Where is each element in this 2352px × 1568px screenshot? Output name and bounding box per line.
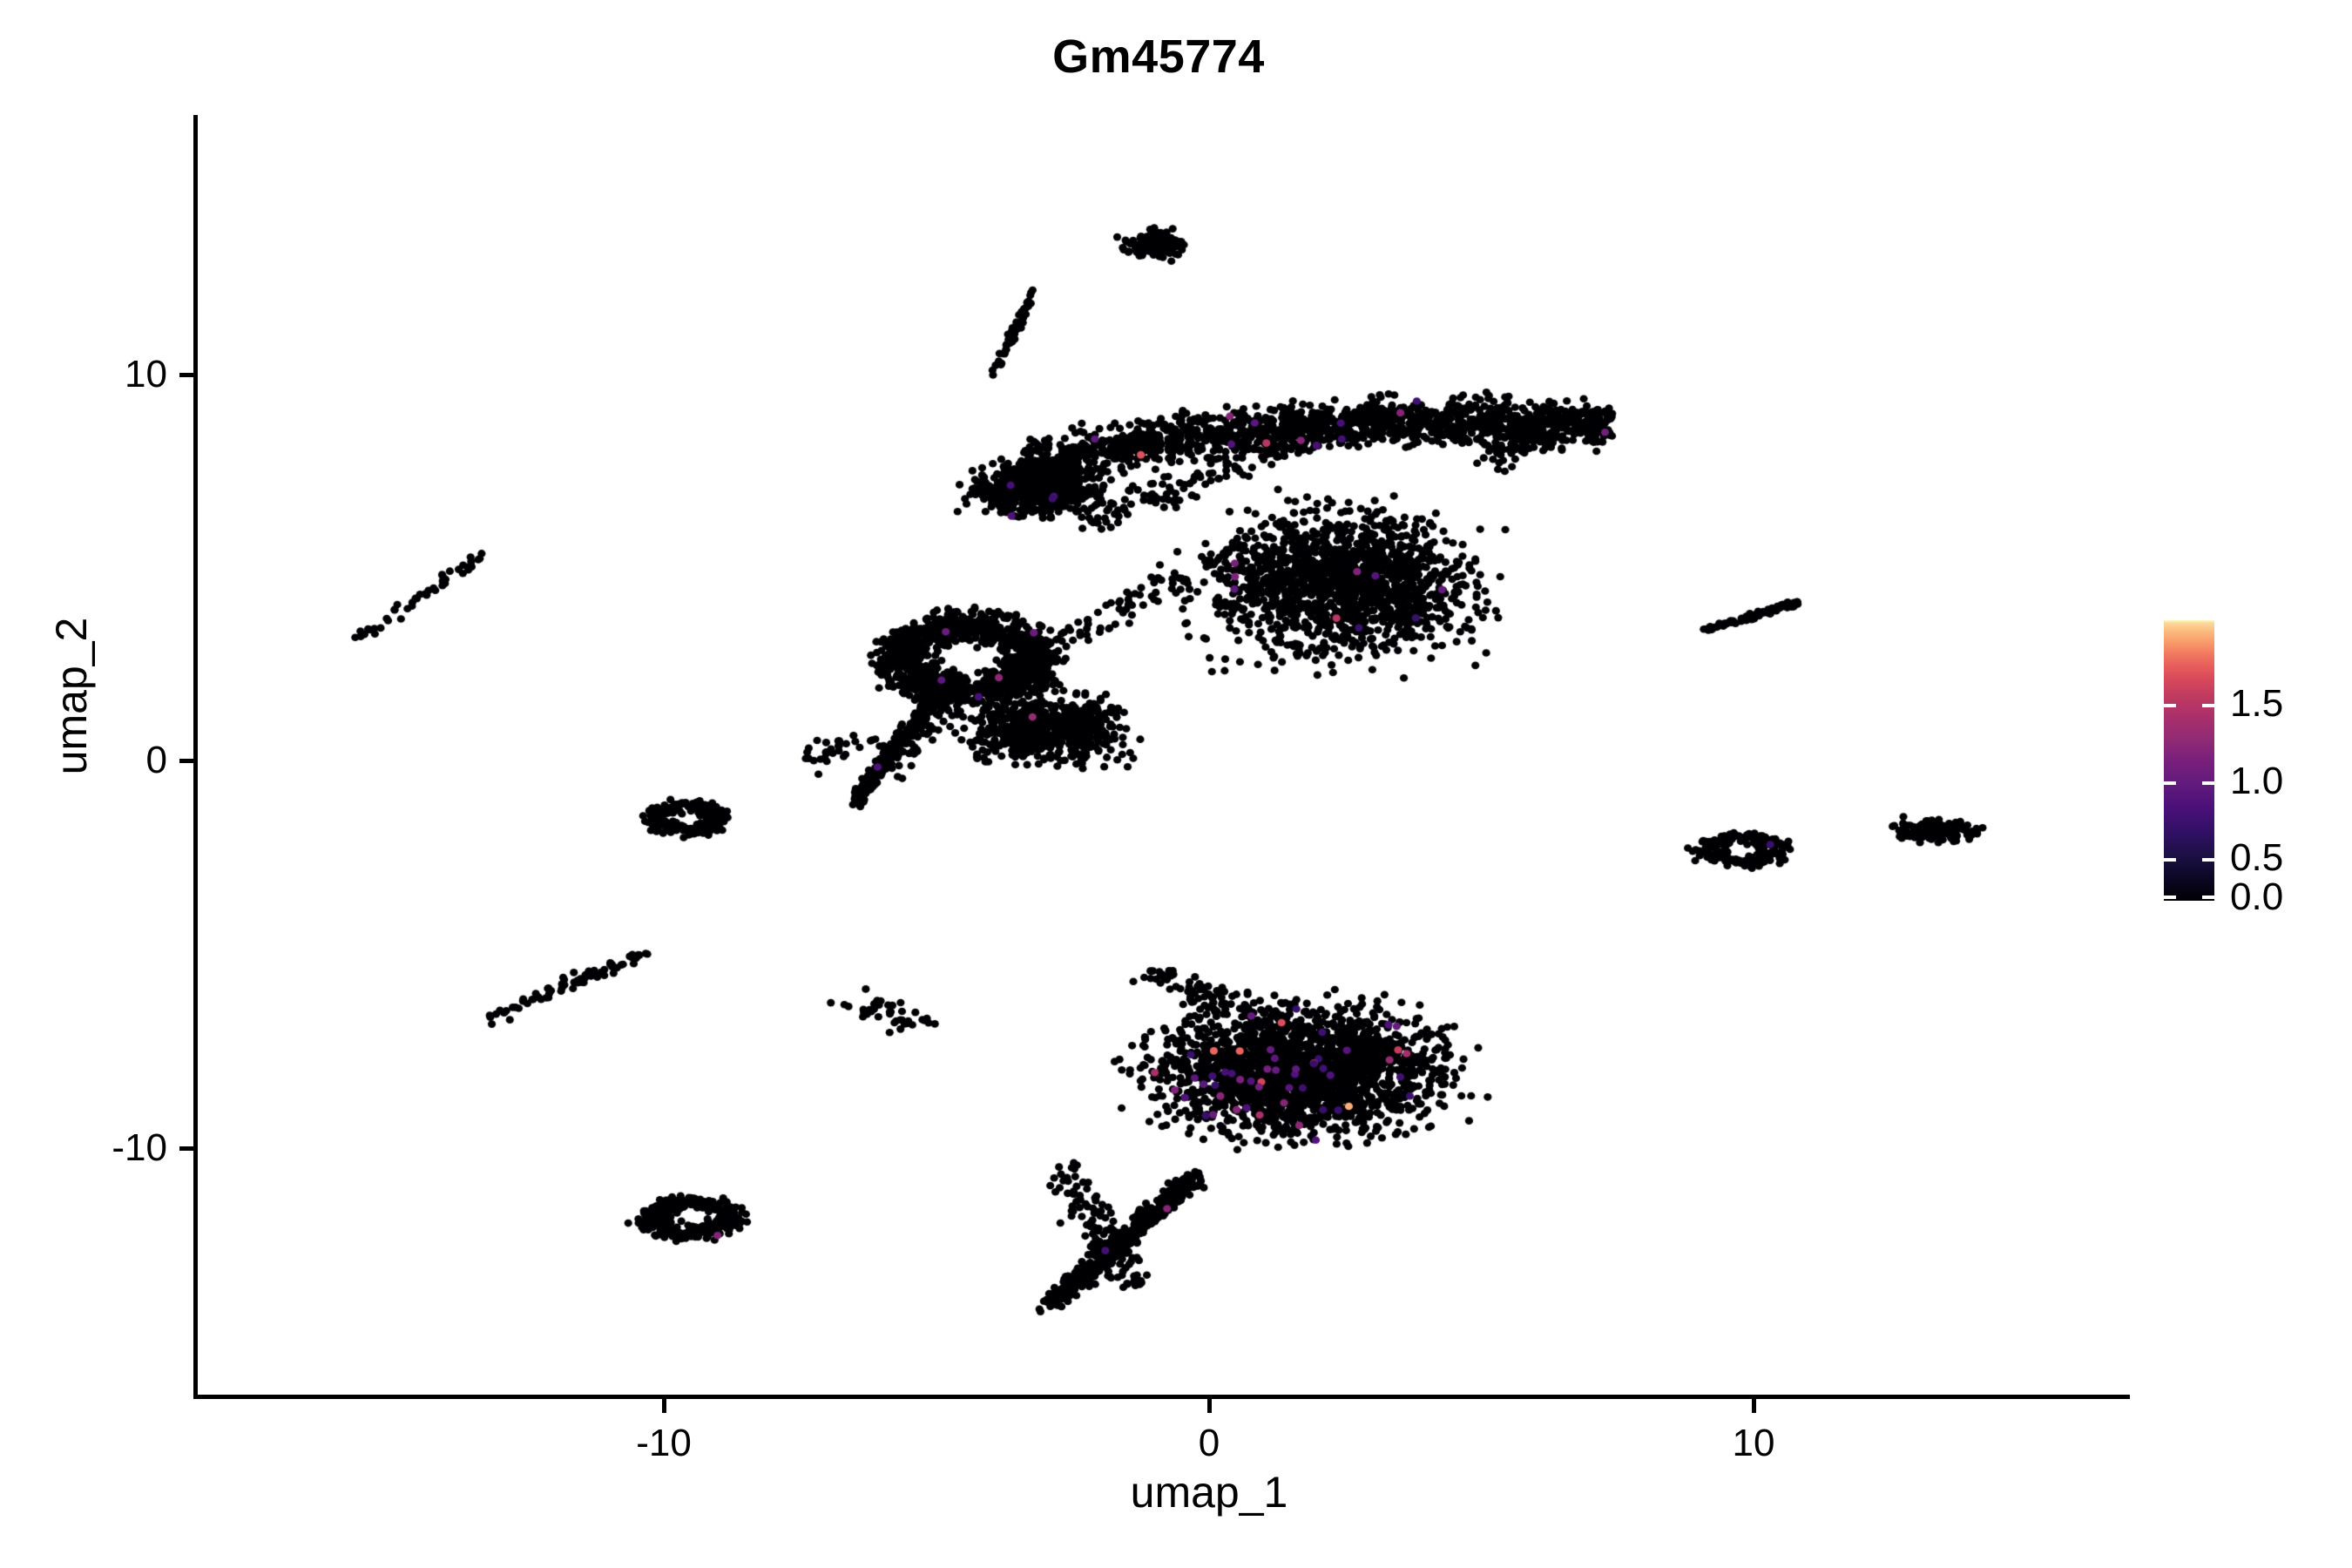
x-axis-spine — [193, 1395, 2130, 1399]
x-tick-label-10: 10 — [1732, 1422, 1775, 1464]
y-tick-mark-neg10 — [179, 1146, 193, 1151]
colorbar-legend: 1.5 1.0 0.5 0.0 — [2164, 620, 2283, 918]
colorbar-gradient — [2164, 620, 2214, 901]
colorbar-label-0_5: 0.5 — [2230, 836, 2284, 879]
colorbar-tick-0_5-right — [2202, 858, 2214, 862]
colorbar-label-1_0: 1.0 — [2230, 760, 2284, 802]
y-axis-spine — [193, 115, 198, 1399]
y-tick-mark-0 — [179, 759, 193, 763]
x-tick-label-neg10: -10 — [636, 1422, 692, 1464]
y-tick-label-0: 0 — [145, 739, 167, 781]
x-tick-mark-10 — [1752, 1399, 1756, 1413]
colorbar-tick-1_5-right — [2202, 704, 2214, 707]
x-tick-label-0: 0 — [1198, 1422, 1220, 1464]
y-tick-mark-10 — [179, 373, 193, 377]
y-axis-title: umap_2 — [47, 617, 96, 775]
colorbar-tick-0_5-left — [2164, 858, 2176, 862]
x-tick-mark-neg10 — [662, 1399, 666, 1413]
y-tick-label-neg10: -10 — [112, 1126, 167, 1169]
y-tick-label-10: 10 — [125, 353, 167, 395]
colorbar-tick-1_5-left — [2164, 704, 2176, 707]
colorbar-tick-1_0-left — [2164, 781, 2176, 785]
colorbar-tick-0_0-left — [2164, 896, 2176, 899]
x-axis-title: umap_1 — [1130, 1468, 1288, 1517]
colorbar-tick-0_0-right — [2202, 896, 2214, 899]
colorbar-label-0_0: 0.0 — [2230, 875, 2284, 918]
x-tick-mark-0 — [1207, 1399, 1212, 1413]
colorbar-label-1_5: 1.5 — [2230, 682, 2284, 725]
colorbar-tick-1_0-right — [2202, 781, 2214, 785]
